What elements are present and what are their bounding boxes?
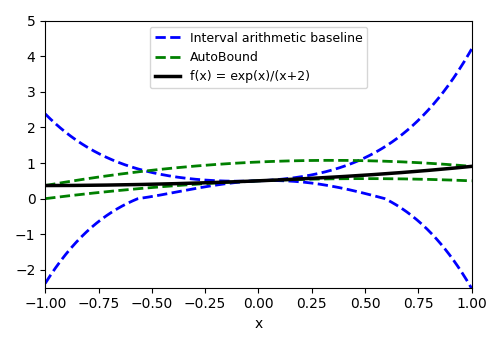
Legend: Interval arithmetic baseline, AutoBound, f(x) = exp(x)/(x+2): Interval arithmetic baseline, AutoBound,… [149,27,367,88]
Interval arithmetic baseline [42,112,48,116]
AutoBound [42,183,48,188]
Interval arithmetic baseline [235,179,241,183]
Line: AutoBound: AutoBound [45,160,470,185]
AutoBound [467,164,473,169]
AutoBound [458,164,464,168]
AutoBound [247,160,253,164]
f(x) = exp(x)/(x+2) [391,171,397,175]
Interval arithmetic baseline [467,47,473,51]
f(x) = exp(x)/(x+2) [467,164,473,169]
Line: f(x) = exp(x)/(x+2): f(x) = exp(x)/(x+2) [45,166,470,185]
Line: Interval arithmetic baseline: Interval arithmetic baseline [45,49,470,181]
Interval arithmetic baseline [392,137,398,142]
f(x) = exp(x)/(x+2) [296,177,302,181]
f(x) = exp(x)/(x+2) [247,179,253,183]
AutoBound [328,158,334,162]
f(x) = exp(x)/(x+2) [244,179,250,183]
f(x) = exp(x)/(x+2) [42,183,48,188]
AutoBound [296,158,302,163]
f(x) = exp(x)/(x+2) [457,165,463,170]
Interval arithmetic baseline [247,179,254,183]
Interval arithmetic baseline [245,179,251,183]
f(x) = exp(x)/(x+2) [273,178,279,182]
AutoBound [244,161,250,165]
Interval arithmetic baseline [273,177,279,182]
Interval arithmetic baseline [458,63,464,67]
Interval arithmetic baseline [296,175,302,179]
X-axis label: x: x [254,317,262,331]
AutoBound [273,159,279,163]
AutoBound [392,160,398,164]
